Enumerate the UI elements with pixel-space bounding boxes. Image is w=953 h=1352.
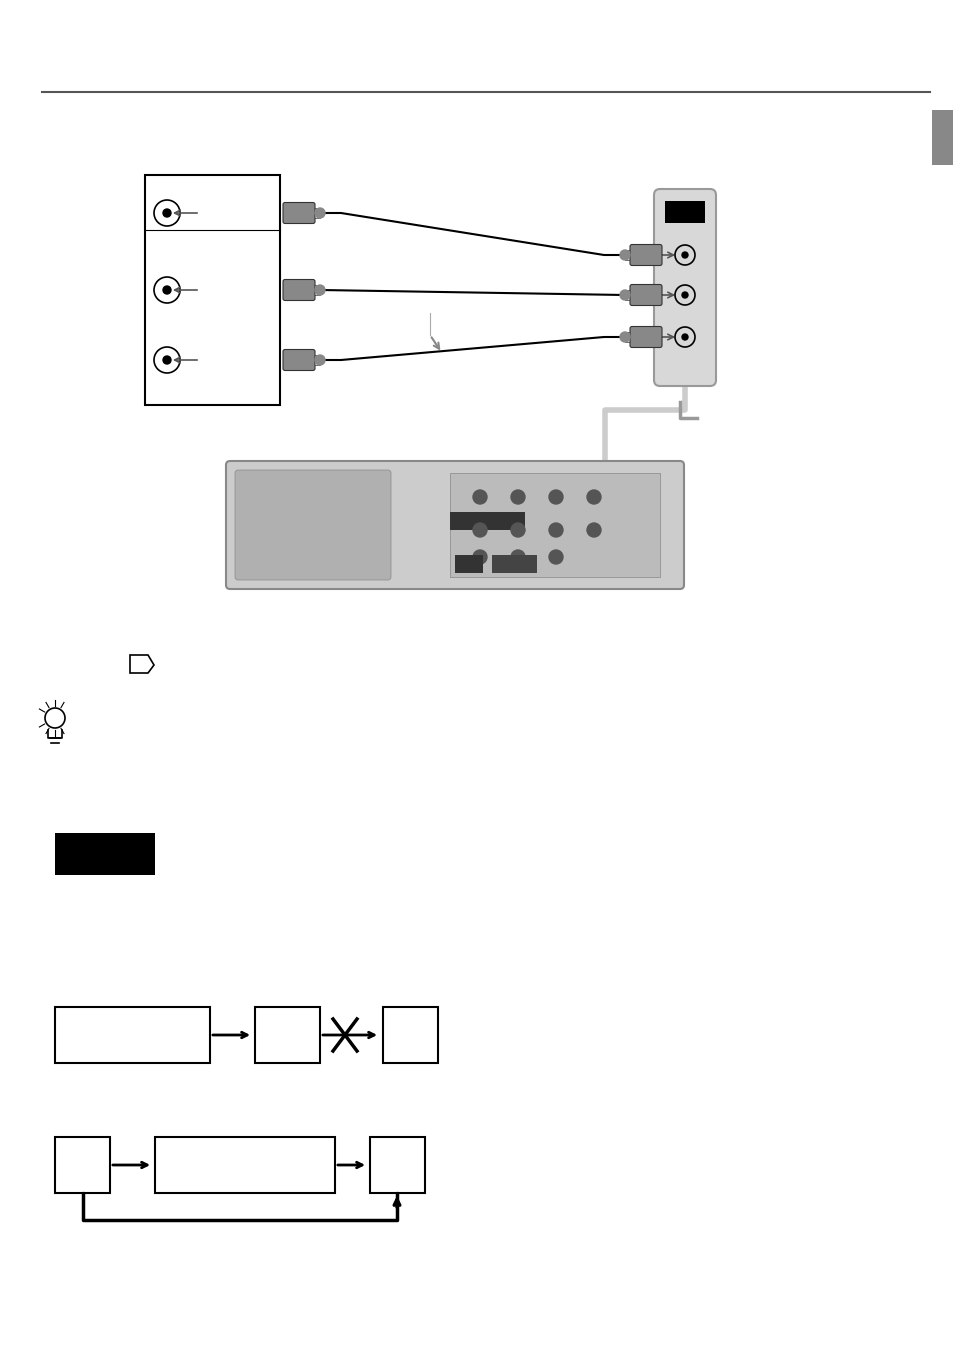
- Circle shape: [473, 550, 486, 564]
- Bar: [55, 833, 154, 875]
- Circle shape: [586, 523, 600, 537]
- FancyBboxPatch shape: [226, 461, 683, 589]
- Circle shape: [681, 251, 687, 258]
- Circle shape: [314, 208, 325, 218]
- Circle shape: [548, 550, 562, 564]
- FancyBboxPatch shape: [145, 174, 280, 406]
- Bar: [664, 201, 704, 223]
- FancyBboxPatch shape: [283, 280, 314, 300]
- Bar: [931, 110, 953, 165]
- Bar: [455, 556, 482, 573]
- Circle shape: [511, 550, 524, 564]
- Bar: [450, 512, 524, 530]
- Bar: [450, 473, 659, 577]
- Circle shape: [681, 334, 687, 339]
- FancyBboxPatch shape: [629, 326, 661, 347]
- Circle shape: [619, 289, 629, 300]
- FancyBboxPatch shape: [370, 1137, 424, 1192]
- Circle shape: [511, 489, 524, 504]
- Circle shape: [163, 210, 171, 218]
- Circle shape: [548, 523, 562, 537]
- Circle shape: [511, 523, 524, 537]
- Circle shape: [548, 489, 562, 504]
- Circle shape: [473, 523, 486, 537]
- FancyBboxPatch shape: [283, 203, 314, 223]
- Bar: [492, 556, 537, 573]
- Circle shape: [619, 250, 629, 260]
- FancyBboxPatch shape: [234, 470, 391, 580]
- Circle shape: [314, 356, 325, 365]
- Circle shape: [314, 285, 325, 295]
- FancyBboxPatch shape: [154, 1137, 335, 1192]
- Circle shape: [619, 333, 629, 342]
- FancyBboxPatch shape: [55, 1137, 110, 1192]
- Circle shape: [586, 489, 600, 504]
- FancyBboxPatch shape: [629, 245, 661, 265]
- Circle shape: [473, 489, 486, 504]
- FancyBboxPatch shape: [283, 350, 314, 370]
- Circle shape: [163, 287, 171, 293]
- FancyBboxPatch shape: [254, 1007, 319, 1063]
- FancyBboxPatch shape: [654, 189, 716, 387]
- Circle shape: [681, 292, 687, 297]
- FancyBboxPatch shape: [382, 1007, 437, 1063]
- FancyBboxPatch shape: [629, 284, 661, 306]
- FancyBboxPatch shape: [55, 1007, 210, 1063]
- Polygon shape: [130, 654, 153, 673]
- Circle shape: [163, 356, 171, 364]
